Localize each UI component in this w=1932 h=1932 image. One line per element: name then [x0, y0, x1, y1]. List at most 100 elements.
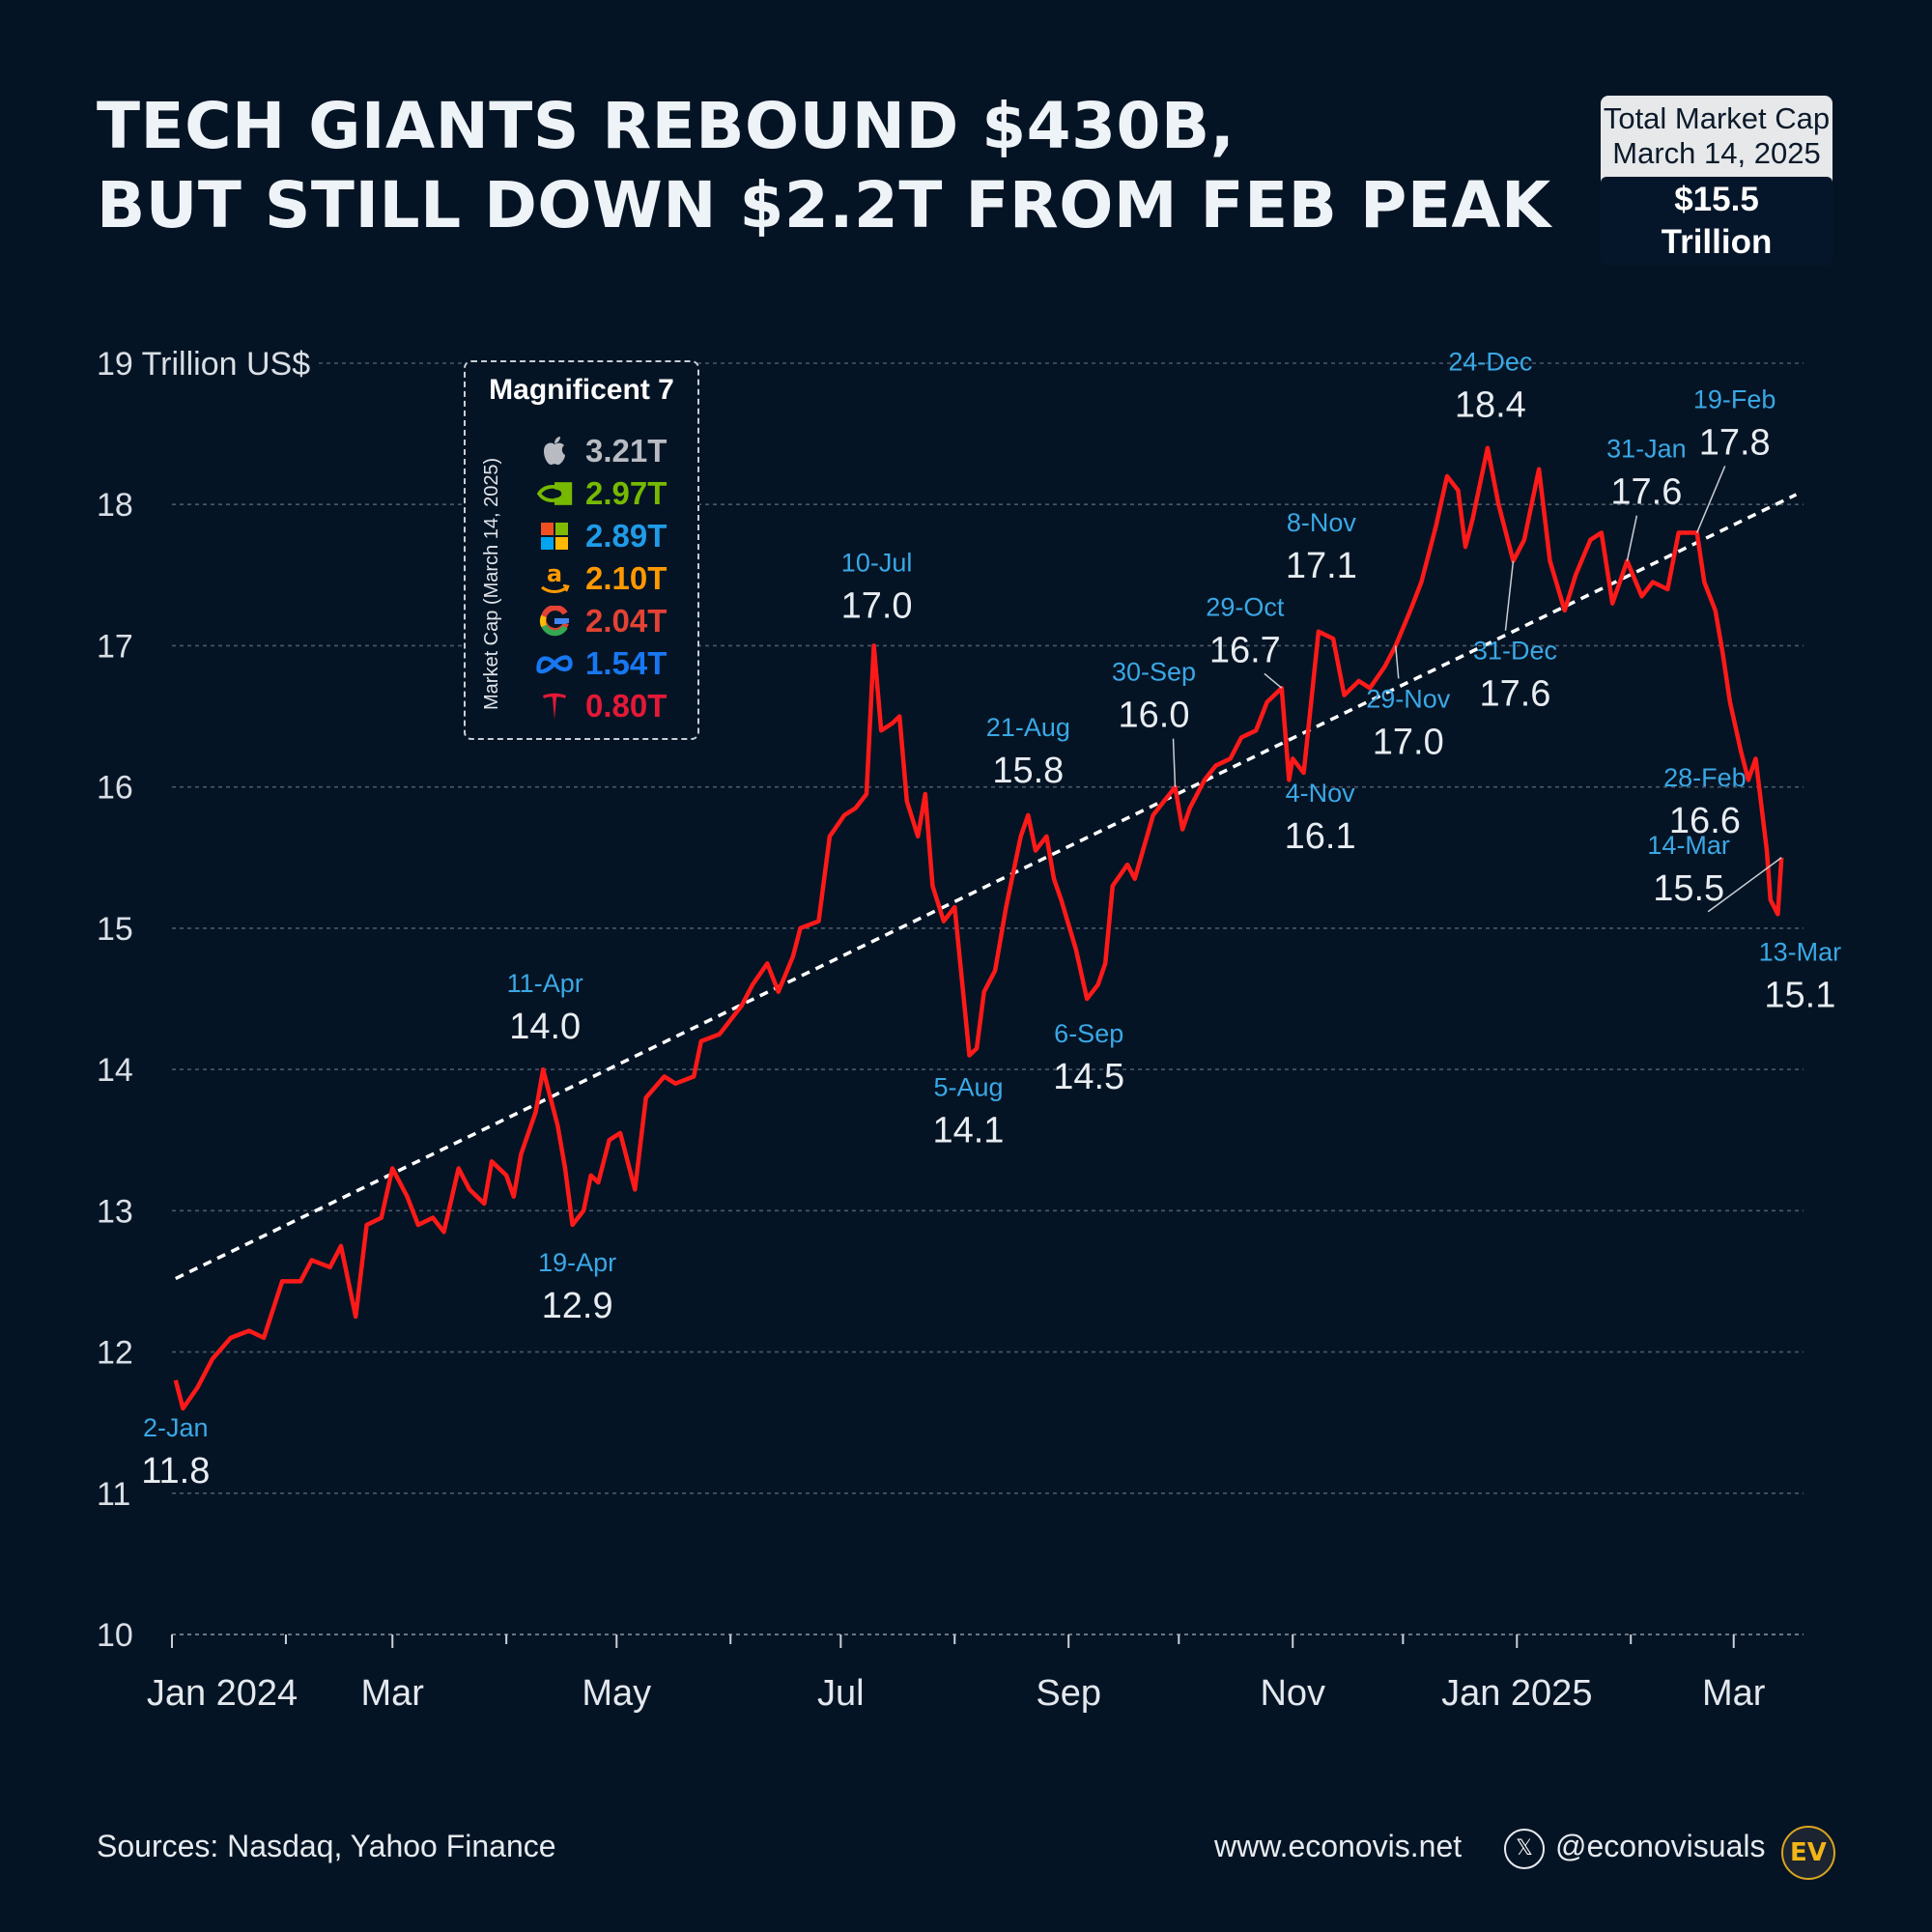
legend-value-amazon: 2.10T: [585, 560, 668, 596]
legend-value-microsoft: 2.89T: [585, 518, 668, 554]
total-market-cap-box: Total Market Cap March 14, 2025 $15.5 Tr…: [1601, 96, 1833, 266]
annotation-value-label: 14.0: [509, 1007, 581, 1047]
annotation-value-label: 17.8: [1699, 422, 1771, 463]
meta-icon: [535, 647, 574, 680]
x-tick-label: Jul: [817, 1673, 865, 1714]
annotation-value-label: 17.6: [1479, 674, 1550, 715]
apple-icon: [535, 435, 574, 468]
y-tick-label: 16: [97, 770, 133, 807]
legend-side-label: Market Cap (March 14, 2025): [481, 457, 502, 710]
series-line-group: [173, 445, 1784, 1411]
axes: 10 11 12 13 14 15 16 17 18 19 Trillion US$ Jan 202…: [97, 346, 1804, 1714]
x-tick-label: May: [582, 1673, 651, 1714]
tesla-icon: [535, 690, 574, 723]
title-line-2: BUT STILL DOWN $2.2T FROM FEB PEAK: [97, 168, 1551, 242]
market-cap-line: [173, 445, 1784, 1411]
footer-site-link[interactable]: www.econovis.net: [1214, 1829, 1463, 1863]
annotation-value-label: 16.0: [1119, 696, 1190, 736]
leader-lines: [1172, 466, 1782, 913]
annotation-value-label: 11.8: [141, 1451, 210, 1492]
chart-title: TECH GIANTS REBOUND $430B, BUT STILL DOW…: [97, 87, 1551, 245]
annotation-leader-line: [1707, 857, 1782, 913]
legend-item-meta: 1.54T: [535, 644, 667, 683]
google-icon: [535, 605, 574, 638]
annotation-date-label: 19-Feb: [1693, 384, 1776, 413]
annotation-date-label: 29-Nov: [1366, 684, 1451, 713]
footer-source: Sources: Nasdaq, Yahoo Finance: [97, 1829, 556, 1863]
legend-item-apple: 3.21T: [535, 432, 667, 470]
legend-item-microsoft: 2.89T: [535, 517, 667, 555]
annotation-date-label: 14-Mar: [1647, 831, 1730, 860]
annotation-date-label: 8-Nov: [1287, 508, 1357, 537]
total-box-value: $15.5 Trillion: [1601, 177, 1833, 266]
grid-lines: [172, 362, 1804, 1494]
x-tick-label: Jan 2024: [147, 1673, 298, 1714]
annotations: 2-Jan 11.8 11-Apr 14.0 19-Apr 12.9 10-Jul 17.0 5…: [141, 348, 1841, 1492]
annotation-date-label: 13-Mar: [1759, 937, 1842, 966]
annotation-value-label: 15.8: [992, 751, 1064, 791]
econovis-logo: EV: [1781, 1826, 1835, 1880]
annotation-date-label: 31-Dec: [1473, 637, 1557, 666]
nvidia-icon: [535, 477, 574, 510]
annotation-value-label: 17.0: [1373, 722, 1444, 762]
annotation-value-label: 15.5: [1653, 868, 1724, 909]
annotation-leader-line: [1172, 738, 1177, 787]
y-tick-label: 11: [97, 1476, 130, 1513]
legend-value-meta: 1.54T: [585, 645, 668, 681]
x-tick-label: Nov: [1260, 1673, 1325, 1714]
x-tick-label: Mar: [1702, 1673, 1766, 1714]
annotation-value-label: 17.1: [1286, 546, 1357, 586]
annotation-date-label: 28-Feb: [1663, 763, 1747, 792]
annotation-date-label: 30-Sep: [1112, 658, 1196, 687]
annotation-leader-line: [1626, 515, 1638, 561]
trend-line-group: [175, 493, 1798, 1281]
annotation-date-label: 19-Apr: [538, 1248, 616, 1277]
annotation-leader-line: [1695, 466, 1726, 533]
y-tick-label: 10: [97, 1617, 133, 1654]
annotation-value-label: 14.1: [932, 1110, 1004, 1151]
legend-item-tesla: 0.80T: [535, 687, 667, 725]
total-box-date: March 14, 2025: [1612, 136, 1821, 170]
y-tick-label: 12: [97, 1335, 133, 1372]
trend-line: [175, 493, 1798, 1281]
legend-value-google: 2.04T: [585, 603, 668, 639]
annotation-date-label: 2-Jan: [143, 1413, 209, 1442]
microsoft-icon: [535, 520, 574, 553]
annotation-date-label: 24-Dec: [1448, 348, 1532, 377]
y-tick-label: 14: [97, 1052, 133, 1089]
annotation-leader-line: [1504, 560, 1515, 631]
x-logo-icon: 𝕏: [1504, 1829, 1545, 1869]
legend-value-apple: 3.21T: [585, 433, 668, 469]
annotation-date-label: 31-Jan: [1606, 435, 1687, 464]
total-box-label: Total Market Cap: [1603, 101, 1831, 135]
annotation-leader-line: [1264, 672, 1283, 689]
magnificent-7-legend: Magnificent 7 Market Cap (March 14, 2025…: [464, 360, 699, 740]
amazon-icon: a: [535, 562, 574, 595]
annotation-date-label: 21-Aug: [986, 713, 1070, 742]
legend-item-amazon: a 2.10T: [535, 559, 667, 598]
x-tick-label: Mar: [361, 1673, 425, 1714]
y-tick-label: 13: [97, 1193, 133, 1230]
annotation-value-label: 15.1: [1764, 975, 1835, 1015]
x-tick-label: Sep: [1036, 1673, 1101, 1714]
annotation-date-label: 5-Aug: [933, 1072, 1003, 1101]
annotation-date-label: 6-Sep: [1054, 1019, 1123, 1048]
legend-item-nvidia: 2.97T: [535, 474, 667, 513]
x-tick-label: Jan 2025: [1441, 1673, 1592, 1714]
annotation-date-label: 11-Apr: [507, 969, 583, 998]
legend-item-google: 2.04T: [535, 602, 667, 640]
annotation-date-label: 29-Oct: [1206, 592, 1285, 621]
annotation-value-label: 16.7: [1209, 630, 1281, 670]
footer-handle-link[interactable]: @econovisuals: [1555, 1829, 1766, 1863]
annotation-value-label: 16.6: [1669, 801, 1741, 841]
annotation-date-label: 4-Nov: [1286, 779, 1356, 808]
annotation-value-label: 16.1: [1285, 816, 1356, 857]
annotation-date-label: 10-Jul: [841, 548, 913, 577]
annotation-value-label: 17.6: [1610, 472, 1682, 513]
annotation-value-label: 12.9: [542, 1286, 613, 1326]
annotation-value-label: 18.4: [1455, 385, 1526, 426]
title-line-1: TECH GIANTS REBOUND $430B,: [97, 89, 1236, 163]
y-tick-label: 18: [97, 487, 133, 524]
svg-text:a: a: [547, 562, 562, 587]
